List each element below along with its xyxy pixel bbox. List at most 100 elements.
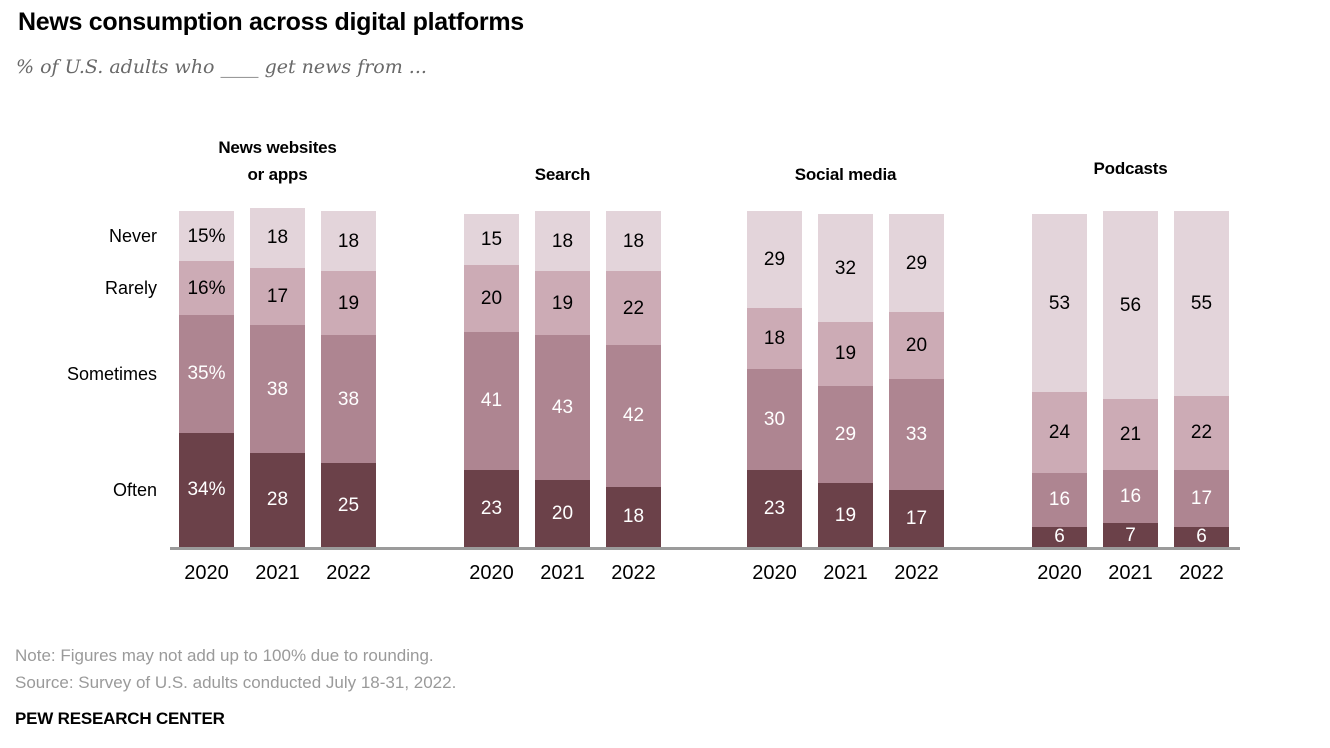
bar-value-label: 19 bbox=[834, 343, 857, 365]
bar-value-label: 43 bbox=[551, 397, 574, 419]
bar-segment-rarely: 20 bbox=[889, 311, 944, 379]
bar-segment-rarely: 20 bbox=[464, 264, 519, 332]
bar-value-label: 20 bbox=[480, 287, 503, 309]
x-axis-year-label: 2020 bbox=[1037, 562, 1082, 584]
bar-value-label: 29 bbox=[905, 252, 928, 274]
bar-segment-rarely: 22 bbox=[606, 271, 661, 346]
category-label-rarely: Rarely bbox=[104, 278, 157, 299]
bar-value-label: 29 bbox=[834, 423, 857, 445]
bar-segment-never: 53 bbox=[1032, 214, 1087, 393]
bar-segment-rarely: 17 bbox=[250, 268, 305, 326]
bar-segment-sometimes: 33 bbox=[889, 379, 944, 490]
bar-value-label: 17 bbox=[1190, 487, 1213, 509]
bar-value-label: 16 bbox=[1048, 489, 1071, 511]
x-axis-year-label: 2021 bbox=[1108, 562, 1153, 584]
pew-research-center-wordmark: PEW RESEARCH CENTER bbox=[15, 709, 225, 728]
bar-segment-rarely: 19 bbox=[818, 321, 873, 386]
bar-value-label: 34% bbox=[187, 479, 226, 501]
bar-segment-rarely: 24 bbox=[1032, 392, 1087, 474]
platform-title-search: Search bbox=[534, 165, 591, 184]
bar-value-label: 15% bbox=[187, 225, 226, 247]
x-axis-baseline bbox=[170, 547, 1240, 550]
chart-source: Source: Survey of U.S. adults conducted … bbox=[15, 673, 457, 692]
bar-segment-never: 32 bbox=[818, 214, 873, 322]
platform-title-social-media: Social media bbox=[794, 165, 897, 184]
stacked-bar-chart: News websites or apps 15% 16% 35% 34% 2020 18 1… bbox=[66, 138, 1240, 584]
bar-segment-sometimes: 29 bbox=[818, 385, 873, 484]
x-axis-year-label: 2022 bbox=[1179, 562, 1224, 584]
bar-segment-rarely: 18 bbox=[747, 308, 802, 369]
bar-segment-never: 56 bbox=[1103, 211, 1158, 400]
bar-segment-often: 17 bbox=[889, 489, 944, 547]
bar-segment-often: 23 bbox=[747, 469, 802, 547]
bar-value-label: 16 bbox=[1119, 486, 1142, 508]
bar-value-label: 23 bbox=[763, 497, 786, 519]
bar-value-label: 35% bbox=[187, 363, 226, 385]
bar-value-label: 33 bbox=[905, 423, 928, 445]
bar-value-label: 55 bbox=[1190, 292, 1213, 314]
bar-segment-never: 18 bbox=[535, 211, 590, 272]
bar-value-label: 56 bbox=[1119, 294, 1142, 316]
chart-title: News consumption across digital platform… bbox=[18, 8, 524, 36]
bar-value-label: 17 bbox=[905, 507, 928, 529]
bar-value-label: 6 bbox=[1196, 526, 1207, 548]
bar-value-label: 24 bbox=[1048, 422, 1071, 444]
x-axis-year-label: 2020 bbox=[469, 562, 514, 584]
bar-segment-often: 28 bbox=[250, 452, 305, 547]
bar-value-label: 18 bbox=[337, 230, 360, 252]
bar-value-label: 19 bbox=[834, 504, 857, 526]
x-axis-year-label: 2021 bbox=[540, 562, 585, 584]
bar-value-label: 23 bbox=[480, 497, 503, 519]
bar-segment-often: 34% bbox=[179, 432, 234, 547]
bar-segment-often: 23 bbox=[464, 469, 519, 547]
x-axis-year-label: 2022 bbox=[894, 562, 939, 584]
bar-value-label: 6 bbox=[1054, 526, 1065, 548]
bar-segment-sometimes: 43 bbox=[535, 335, 590, 480]
bar-value-label: 41 bbox=[480, 390, 503, 412]
bar-value-label: 16% bbox=[187, 277, 226, 299]
bar-segment-often: 18 bbox=[606, 486, 661, 547]
bar-segment-often: 6 bbox=[1032, 526, 1087, 548]
bar-value-label: 25 bbox=[337, 494, 360, 516]
x-axis-year-label: 2020 bbox=[184, 562, 229, 584]
bar-segment-never: 18 bbox=[606, 211, 661, 272]
bar-value-label: 7 bbox=[1125, 524, 1136, 546]
bar-segment-never: 18 bbox=[250, 207, 305, 269]
bar-segment-often: 19 bbox=[818, 483, 873, 547]
x-axis-year-label: 2021 bbox=[255, 562, 300, 584]
bar-value-label: 15 bbox=[480, 229, 503, 251]
bar-value-label: 20 bbox=[905, 334, 928, 356]
chart-note: Note: Figures may not add up to 100% due… bbox=[15, 646, 434, 665]
bar-segment-often: 25 bbox=[321, 463, 376, 547]
category-label-often: Often bbox=[112, 479, 157, 500]
x-axis-year-label: 2021 bbox=[823, 562, 868, 584]
bar-value-label: 22 bbox=[1190, 422, 1213, 444]
bar-segment-often: 7 bbox=[1103, 523, 1158, 547]
bar-segment-often: 20 bbox=[535, 479, 590, 547]
bar-value-label: 29 bbox=[763, 249, 786, 271]
bar-value-label: 18 bbox=[622, 506, 645, 528]
bar-segment-rarely: 19 bbox=[535, 271, 590, 336]
bar-value-label: 32 bbox=[834, 257, 857, 279]
bar-value-label: 18 bbox=[551, 230, 574, 252]
bar-value-label: 20 bbox=[551, 502, 574, 524]
bar-value-label: 42 bbox=[622, 405, 645, 427]
bar-segment-sometimes: 38 bbox=[250, 325, 305, 453]
platform-title-news-websites-or-apps: News websites or apps bbox=[218, 138, 337, 184]
bar-segment-often: 6 bbox=[1174, 526, 1229, 548]
bar-value-label: 19 bbox=[551, 292, 574, 314]
bar-segment-sometimes: 42 bbox=[606, 345, 661, 487]
category-label-sometimes: Sometimes bbox=[66, 363, 157, 384]
bar-value-label: 53 bbox=[1048, 292, 1071, 314]
bar-segment-never: 29 bbox=[747, 211, 802, 309]
bar-segment-never: 15% bbox=[179, 211, 234, 262]
x-axis-year-label: 2022 bbox=[611, 562, 656, 584]
bar-segment-sometimes: 35% bbox=[179, 315, 234, 433]
bar-value-label: 18 bbox=[763, 328, 786, 350]
bar-value-label: 28 bbox=[266, 489, 289, 511]
bar-value-label: 22 bbox=[622, 297, 645, 319]
bar-segment-sometimes: 17 bbox=[1174, 469, 1229, 527]
bar-value-label: 19 bbox=[337, 292, 360, 314]
bar-value-label: 17 bbox=[266, 286, 289, 308]
